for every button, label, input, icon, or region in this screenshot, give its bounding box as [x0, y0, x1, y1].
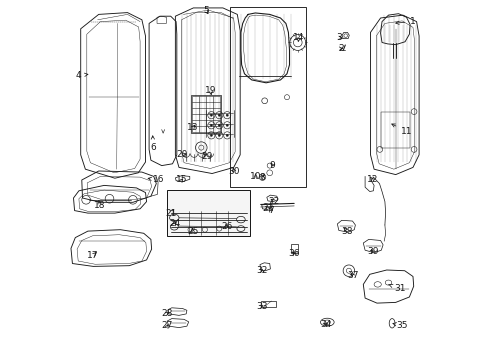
Text: 39: 39	[366, 248, 378, 256]
Text: 32: 32	[256, 266, 267, 275]
Text: 20: 20	[176, 150, 187, 159]
Text: 14: 14	[292, 33, 304, 42]
Text: 2: 2	[337, 44, 343, 53]
Circle shape	[225, 114, 228, 116]
Text: 3: 3	[336, 33, 342, 42]
Circle shape	[225, 124, 228, 126]
Bar	[230, 7, 305, 187]
Bar	[260, 301, 275, 307]
Text: 25: 25	[186, 227, 198, 236]
Text: 9: 9	[269, 161, 275, 170]
Text: 12: 12	[366, 175, 378, 184]
Text: 33: 33	[256, 302, 267, 311]
Text: 38: 38	[340, 227, 352, 236]
Bar	[191, 95, 221, 133]
Text: 24: 24	[168, 219, 180, 228]
Bar	[381, 112, 409, 148]
Text: 15: 15	[176, 175, 187, 184]
Text: 4: 4	[76, 71, 88, 80]
Text: 10: 10	[249, 172, 261, 181]
Text: 26: 26	[221, 222, 232, 231]
Circle shape	[218, 134, 220, 136]
Text: 21: 21	[165, 209, 176, 217]
Bar	[167, 190, 249, 236]
Text: 27: 27	[162, 321, 173, 330]
Text: 29: 29	[201, 152, 212, 161]
Text: 11: 11	[391, 124, 412, 136]
Text: 28: 28	[162, 309, 173, 318]
Text: 17: 17	[87, 251, 99, 260]
Bar	[291, 244, 297, 253]
Text: 19: 19	[204, 86, 216, 95]
Text: 30: 30	[228, 166, 239, 175]
Text: 13: 13	[186, 123, 198, 132]
Text: 7: 7	[267, 206, 273, 215]
Text: 34: 34	[320, 320, 331, 329]
Text: 6: 6	[150, 136, 156, 152]
Circle shape	[225, 134, 228, 136]
Text: 35: 35	[392, 321, 407, 330]
Circle shape	[218, 124, 220, 126]
Text: 5: 5	[203, 6, 208, 15]
Text: 16: 16	[148, 175, 164, 184]
Circle shape	[210, 114, 212, 116]
Text: 18: 18	[94, 201, 105, 210]
Circle shape	[210, 124, 212, 126]
Text: 1: 1	[395, 17, 415, 26]
Circle shape	[210, 134, 212, 136]
Text: 8: 8	[258, 173, 264, 181]
Text: 37: 37	[346, 271, 358, 280]
Text: 22: 22	[268, 197, 279, 206]
Text: 31: 31	[388, 284, 405, 293]
Circle shape	[218, 114, 220, 116]
Text: 36: 36	[288, 249, 299, 258]
Text: 23: 23	[262, 204, 273, 213]
